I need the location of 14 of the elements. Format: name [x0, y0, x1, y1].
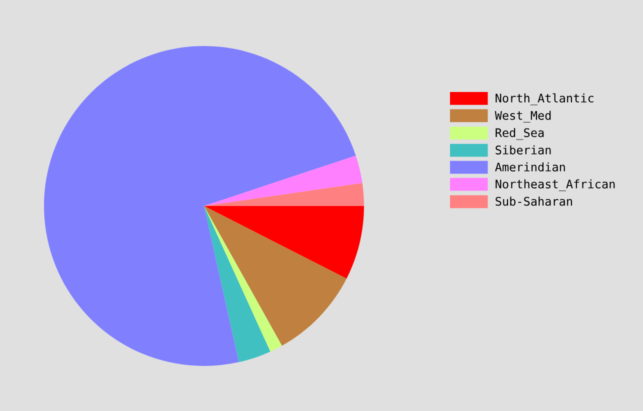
pie-slice	[204, 206, 270, 362]
pie-slice	[204, 156, 362, 206]
pie-slice	[204, 206, 347, 346]
legend-label: North_Atlantic	[496, 93, 594, 106]
pie-slice	[44, 46, 356, 366]
legend-label: Northeast_African	[496, 179, 615, 192]
pie-slice	[204, 206, 364, 279]
legend-label: Amerindian	[495, 162, 565, 172]
legend-label: West_Med	[494, 110, 551, 122]
pie-slice	[204, 182, 364, 206]
legend-label: Siberian	[496, 145, 551, 154]
legend-label: Sub-Saharan	[496, 196, 572, 206]
pie-slice	[204, 206, 282, 352]
legend-label: Red_Sea	[496, 128, 544, 140]
